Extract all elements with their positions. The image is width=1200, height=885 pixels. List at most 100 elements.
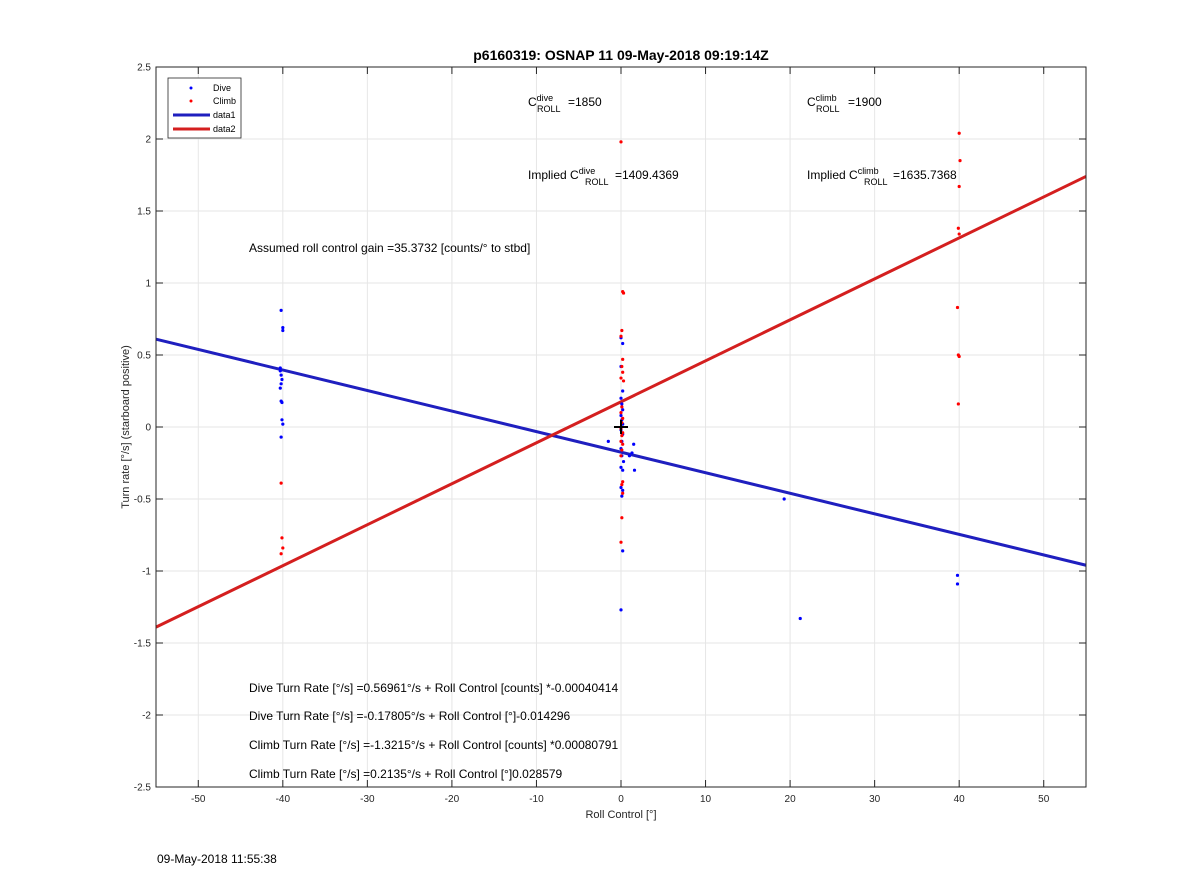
climb-point [956,226,960,230]
climb-point [620,483,624,487]
x-tick-label: 20 [785,794,797,805]
legend-data1-label: data1 [213,110,236,120]
dive-point [798,616,802,621]
dive-point [620,494,624,498]
dive-point [632,468,637,472]
climb-point [957,354,961,359]
x-tick-label: 30 [869,794,881,805]
c-climb-base: C [807,95,816,109]
implied-dive-value: =1409.4369 [615,168,679,182]
dive-point [621,549,625,553]
x-tick-label: -30 [360,794,375,805]
x-tick-label: -40 [276,794,291,805]
legend-data2-label: data2 [213,124,236,134]
dive-point [621,488,625,492]
climb-point [619,140,623,144]
dive-point [632,442,636,446]
dive-point [621,408,625,412]
x-tick-label: -50 [191,794,206,805]
y-tick-label: 2.5 [137,63,151,74]
annotations: Cdive ROLL =1850 Cclimb ROLL =1900 Implied C… [249,93,957,781]
dive-point [620,402,624,406]
dive-point [621,389,625,393]
dive-point [280,377,284,382]
climb-point [619,411,623,415]
climb-point [621,357,625,361]
y-tick-label: -0.5 [134,495,152,506]
c-roll-climb-annotation: Cclimb ROLL =1900 [807,93,882,114]
y-tick-label: 2 [145,135,151,146]
roll-gain-annotation: Assumed roll control gain =35.3732 [coun… [249,241,530,255]
dive-point [278,386,282,390]
climb-point [957,131,961,135]
dive-point [280,418,284,422]
climb-point [957,184,961,189]
climb-point [620,516,624,520]
y-tick-label: -1.5 [134,639,152,650]
dive-point [279,382,283,386]
dive-point [278,369,282,373]
climb-point [621,370,625,374]
c-dive-base: C [528,95,537,109]
climb-degrees-equation: Climb Turn Rate [°/s] =0.2135°/s + Roll … [249,767,563,781]
climb-point [619,376,623,380]
climb-point [621,379,626,383]
climb-point [957,232,961,236]
x-tick-label: 40 [954,794,966,805]
axis-ticks: -50 -40 -30 -20 -10 0 10 20 30 40 50-2.5-2-1.5-1-0… [134,63,1086,805]
c-dive-sub: ROLL [537,104,561,114]
dive-point [279,373,283,377]
x-tick-label: 0 [618,794,624,805]
climb-point [620,364,624,369]
c-climb-sub: ROLL [816,104,840,114]
c-climb-sup: climb [816,93,837,103]
y-tick-label: 1 [145,279,151,290]
data-points [278,131,962,621]
implied-dive-prefix: Implied C [528,168,579,182]
climb-point [281,546,285,550]
climb-point [279,481,283,485]
legend-climb-label: Climb [213,96,236,106]
climb-point [958,159,962,163]
climb-point [621,480,625,484]
climb-point [619,334,623,338]
legend-climb-marker [189,99,193,103]
c-climb-value: =1900 [848,95,882,109]
chart-title: p6160319: OSNAP 11 09-May-2018 09:19:14Z [473,47,769,63]
implied-dive-sub: ROLL [585,177,609,187]
y-tick-label: 0 [145,423,151,434]
legend-dive-marker [189,86,193,90]
print-timestamp: 09-May-2018 11:55:38 [157,852,277,866]
dive-point [619,396,623,400]
c-roll-dive-annotation: Cdive ROLL =1850 [528,93,602,114]
climb-point [620,328,624,333]
climb-point [280,536,284,540]
c-dive-value: =1850 [568,95,602,109]
y-tick-label: 1.5 [137,207,151,218]
climb-point [620,405,624,409]
climb-point [621,491,625,495]
climb-point [621,442,625,446]
dive-point [782,497,786,501]
dive-point [281,328,285,333]
climb-point [620,434,624,438]
implied-c-roll-dive-annotation: Implied Cdive ROLL =1409.4369 [528,166,679,187]
y-tick-label: -2.5 [134,783,152,794]
dive-point [627,454,632,458]
x-tick-label: 10 [700,794,712,805]
dive-point [621,341,625,346]
dive-counts-equation: Dive Turn Rate [°/s] =0.56961°/s + Roll … [249,681,618,695]
dive-point [619,465,623,469]
x-tick-label: 50 [1038,794,1050,805]
data1-fit-line [155,337,1087,567]
implied-dive-sup: dive [579,166,596,176]
dive-point [955,573,960,577]
implied-climb-prefix: Implied C [807,168,858,182]
dive-point [955,582,960,586]
climb-point [279,552,283,556]
data2-fit-line [155,175,1087,629]
dive-point [621,459,626,464]
dive-point [606,439,610,443]
origin-marker [614,420,628,434]
